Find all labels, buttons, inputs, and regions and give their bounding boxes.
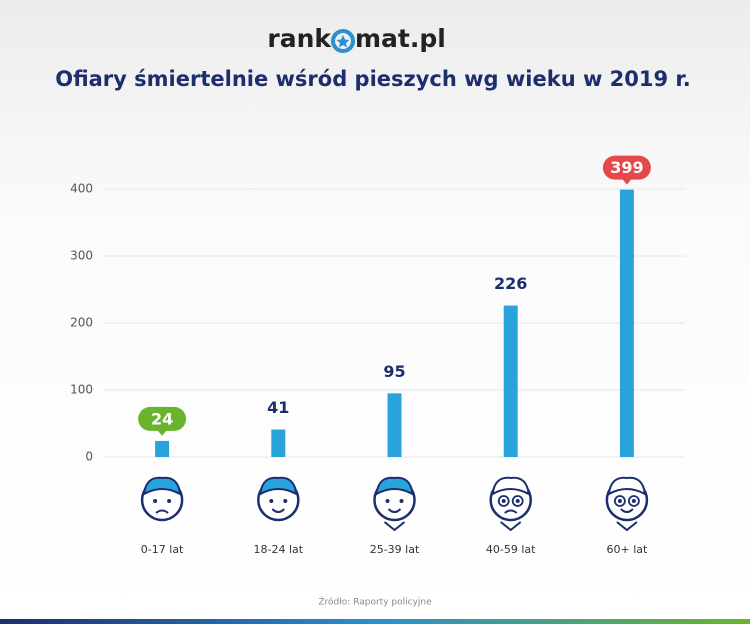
mouth <box>387 508 402 513</box>
hair <box>607 476 647 496</box>
value-label: 24 <box>151 409 173 428</box>
collar <box>500 521 522 532</box>
bar <box>387 393 402 457</box>
hair <box>491 476 530 496</box>
eye <box>515 499 520 503</box>
eye <box>269 499 274 503</box>
mouth <box>155 509 169 514</box>
mouth <box>271 508 286 513</box>
eye <box>283 499 288 503</box>
value-label: 95 <box>383 362 405 381</box>
x-tick-label: 40-59 lat <box>486 543 536 556</box>
glasses <box>614 495 626 507</box>
x-tick-label: 18-24 lat <box>254 543 304 556</box>
eye <box>631 499 636 503</box>
eye <box>167 499 172 503</box>
bar <box>619 189 634 458</box>
value-badge <box>138 406 187 431</box>
x-tick-label: 0-17 lat <box>141 543 184 556</box>
hair <box>375 476 414 496</box>
eye <box>399 499 404 503</box>
eye <box>617 499 622 503</box>
collar <box>383 521 406 532</box>
collar <box>616 521 638 532</box>
eye <box>153 499 158 503</box>
hair <box>259 476 298 496</box>
value-badge-pointer <box>621 178 632 185</box>
y-tick-label: 300 <box>70 249 93 263</box>
y-tick-label: 100 <box>70 383 93 397</box>
eye <box>501 499 506 503</box>
value-label: 399 <box>610 158 643 177</box>
x-tick-label: 60+ lat <box>606 543 648 556</box>
person-icon <box>605 476 649 532</box>
mouth <box>620 508 634 513</box>
bar <box>503 305 518 457</box>
person-icon <box>257 476 300 522</box>
value-badge-pointer <box>157 429 168 436</box>
logo-left: rank <box>267 24 332 53</box>
person-icon <box>140 476 184 522</box>
logo-star <box>331 29 355 53</box>
chart-title: Ofiary śmiertelnie wśród pieszych wg wie… <box>55 67 691 91</box>
bar <box>155 440 170 457</box>
eye <box>385 499 390 503</box>
bar <box>271 429 286 457</box>
bottom-strip <box>0 619 750 624</box>
hair <box>142 476 182 496</box>
logo-right: mat.pl <box>355 24 446 53</box>
x-tick-label: 25-39 lat <box>370 543 420 556</box>
mouth <box>504 509 518 514</box>
y-tick-label: 0 <box>85 450 93 464</box>
glasses <box>628 495 640 507</box>
value-badge <box>602 155 651 180</box>
y-tick-label: 200 <box>70 316 93 330</box>
value-label: 226 <box>494 274 527 293</box>
value-label: 41 <box>267 398 289 417</box>
y-tick-label: 400 <box>70 182 93 196</box>
person-icon <box>373 476 416 532</box>
person-icon <box>489 476 532 532</box>
glasses <box>497 495 510 507</box>
glasses <box>511 495 524 507</box>
source: Źródło: Raporty policyjne <box>318 596 432 608</box>
